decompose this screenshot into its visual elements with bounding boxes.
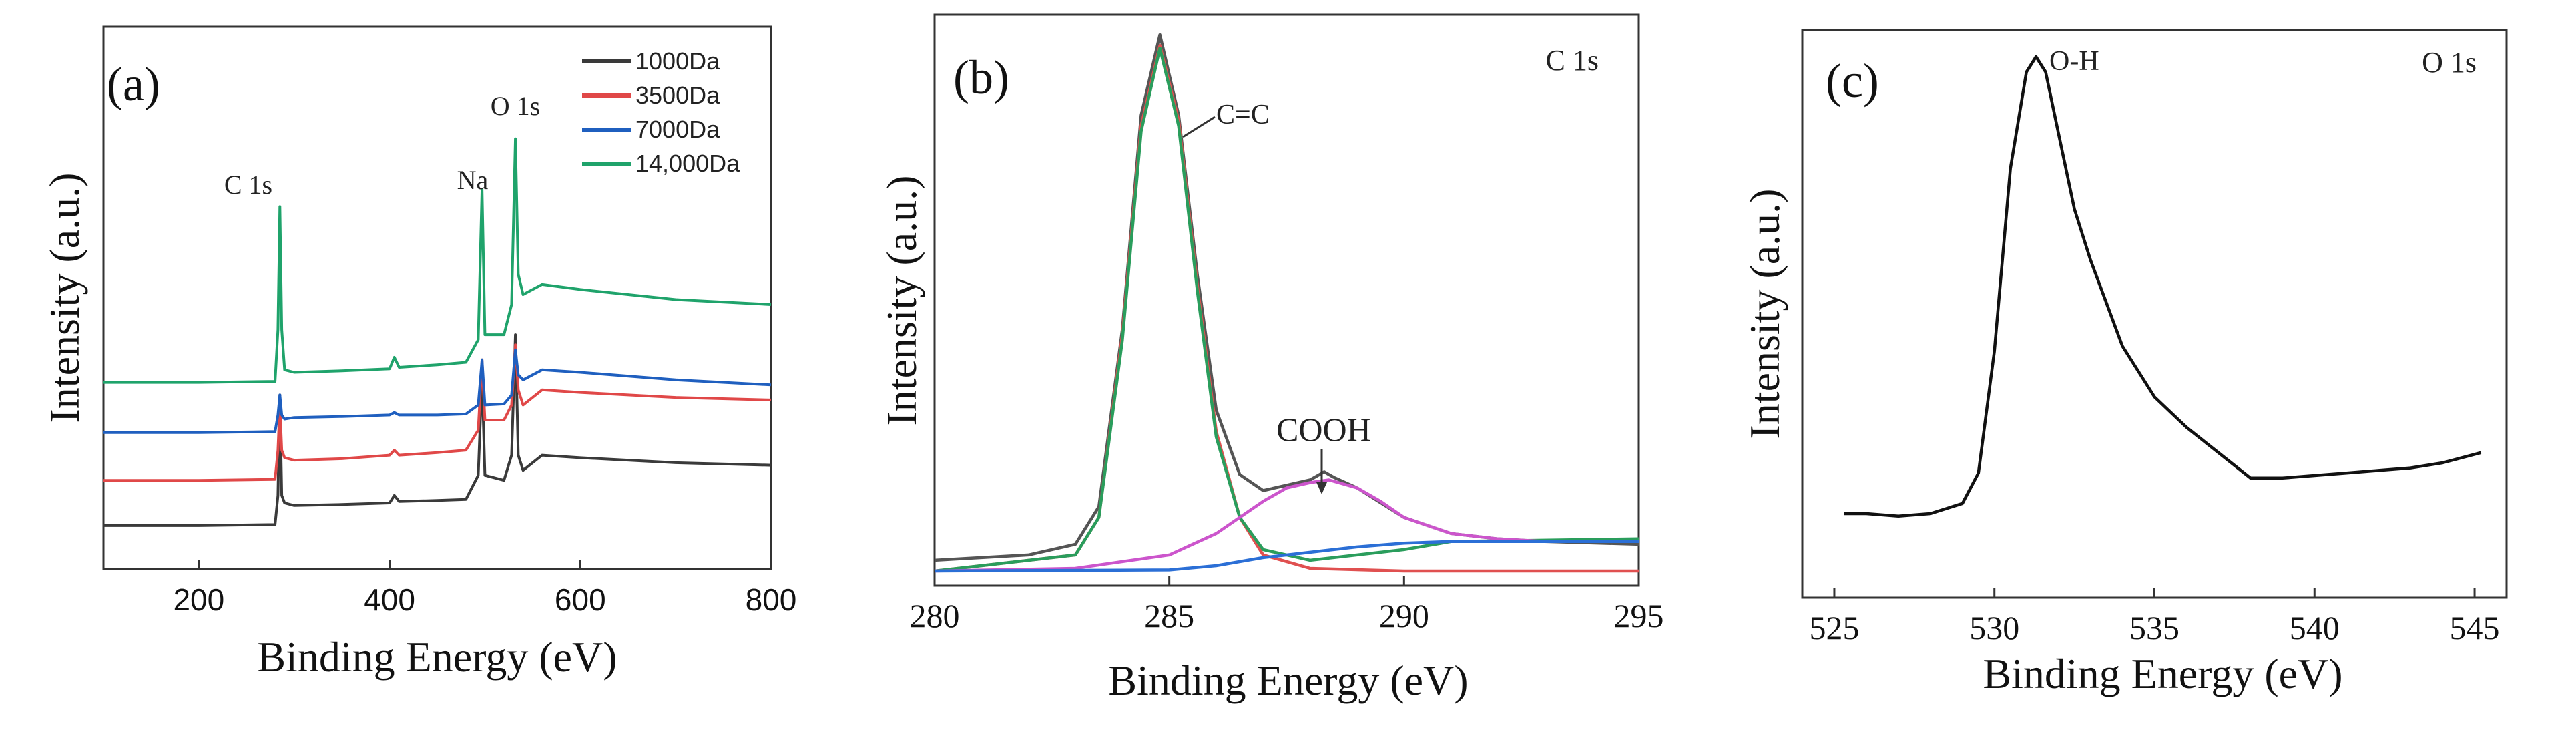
panel-label: (b) (953, 51, 1009, 104)
legend-label-14000da: 14,000Da (635, 150, 740, 177)
panel-a-legend: 1000Da 3500Da 7000Da 14,000Da (582, 47, 740, 177)
x-tick-label: 600 (555, 582, 606, 617)
series-line-1000da (103, 333, 772, 527)
annotation-c-eq-c: C=C (1216, 100, 1270, 130)
panel-a-tick-layer: 200 400 600 800 (173, 560, 796, 617)
legend-label-7000da: 7000Da (635, 116, 720, 143)
x-tick-label: 545 (2450, 609, 2500, 646)
legend-label-3500da: 3500Da (635, 81, 720, 109)
x-axis-label: Binding Energy (eV) (257, 633, 617, 681)
y-axis-label: Intensity (a.u.) (878, 176, 925, 426)
x-tick-label: 295 (1614, 597, 1664, 634)
panel-b-series-layer (934, 33, 1639, 573)
panel-a-series-layer (103, 137, 772, 527)
series-line-c-c-fit (934, 43, 1639, 573)
panel-b-axes (933, 13, 1640, 587)
series-line-14-000da (103, 137, 772, 384)
annotation-arrow-c-eq-c (1182, 116, 1216, 138)
series-line-7000da (103, 348, 772, 434)
annotation-arrowhead-cooh (1316, 482, 1327, 494)
panel-a-axes (102, 25, 772, 570)
series-line-envelope (934, 46, 1639, 573)
annotation-c1s: C 1s (224, 170, 272, 200)
x-axis-label: Binding Energy (eV) (1983, 650, 2342, 697)
panel-a: 200 400 600 800 (a) C 1s Na O 1s 1000Da 350… (41, 25, 796, 681)
x-tick-label: 530 (1969, 609, 2019, 646)
x-tick-label: 290 (1379, 597, 1429, 634)
series-line-cooh-fit (934, 478, 1639, 573)
x-tick-label: 400 (364, 582, 415, 617)
y-axis-label: Intensity (a.u.) (41, 173, 88, 423)
x-tick-label: 800 (746, 582, 797, 617)
panel-c-tick-layer: 525 530 535 540 545 (1809, 588, 2500, 646)
panel-b: 280 285 290 295 (b) C 1s C=C COOH Binding E… (878, 13, 1664, 704)
legend-label-1000da: 1000Da (635, 47, 720, 75)
y-axis-label: Intensity (a.u.) (1741, 189, 1788, 439)
x-tick-label: 280 (910, 597, 960, 634)
x-tick-label: 525 (1809, 609, 1859, 646)
x-tick-label: 540 (2290, 609, 2340, 646)
x-tick-label: 285 (1144, 597, 1194, 634)
panel-c: 525 530 535 540 545 (c) O 1s O-H Binding Ene… (1741, 29, 2508, 697)
panel-title: O 1s (2422, 46, 2477, 79)
annotation-na: Na (457, 165, 489, 195)
annotation-o-h: O-H (2049, 46, 2099, 77)
x-axis-label: Binding Energy (eV) (1108, 657, 1468, 704)
series-line-raw (934, 33, 1639, 562)
x-tick-label: 535 (2129, 609, 2179, 646)
annotation-cooh: COOH (1276, 411, 1371, 448)
panel-c-series-layer (1844, 55, 2482, 518)
series-line-background (934, 540, 1639, 573)
x-tick-label: 200 (173, 582, 224, 617)
series-line-o-1s (1844, 55, 2482, 518)
panel-label: (c) (1826, 54, 1879, 108)
panel-label: (a) (107, 57, 160, 111)
annotation-o1s: O 1s (491, 91, 540, 121)
panel-b-tick-layer: 280 285 290 295 (910, 576, 1664, 634)
panel-c-axes (1801, 29, 2508, 599)
panel-title: C 1s (1546, 44, 1599, 77)
